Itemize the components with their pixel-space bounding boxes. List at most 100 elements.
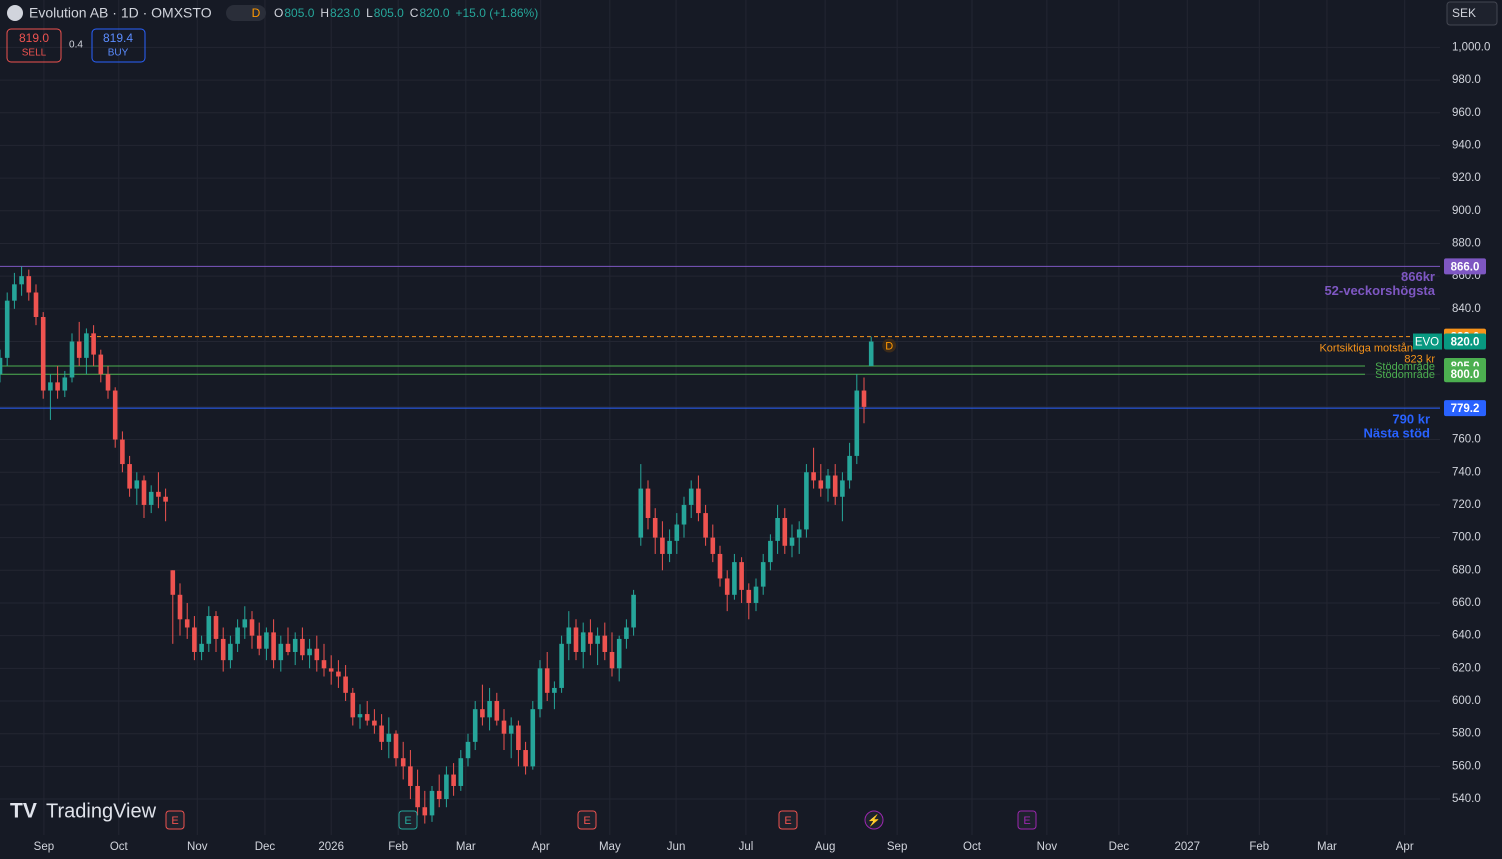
candle-body: [33, 292, 39, 318]
candle-body: [134, 480, 140, 489]
candle-body: [775, 517, 780, 541]
x-tick-label: May: [599, 841, 621, 853]
candle-body: [40, 317, 46, 391]
legend-key: H: [320, 6, 329, 20]
candle-body: [552, 687, 557, 693]
candle-body: [840, 480, 845, 497]
candle-body: [120, 439, 125, 465]
candle-body: [256, 635, 262, 649]
candle-body: [825, 475, 831, 489]
candle-body: [818, 480, 824, 489]
candle-body: [717, 553, 723, 579]
legend-value: 805.0: [374, 6, 404, 20]
price-tag-label: 820.0: [1451, 337, 1480, 349]
candle-body: [429, 790, 435, 816]
candle-body: [465, 741, 471, 759]
candle-body: [350, 692, 356, 718]
event-marker: [864, 810, 884, 830]
candle-body: [595, 635, 600, 644]
candle-body: [213, 616, 219, 639]
y-tick-label: 600.0: [1452, 695, 1481, 707]
candle-body: [703, 513, 708, 538]
x-tick-label: Sep: [887, 841, 907, 853]
event-label: E: [404, 815, 411, 827]
candle-body: [768, 540, 773, 563]
candle-body: [537, 668, 543, 710]
price-tag: [1444, 258, 1486, 275]
y-tick-label: 740.0: [1452, 466, 1481, 478]
candle-body: [249, 619, 255, 636]
symbol-tag: [1413, 333, 1442, 350]
x-tick-label: Mar: [1317, 841, 1337, 853]
y-tick-label: 560.0: [1452, 760, 1481, 772]
candle-body: [372, 720, 377, 726]
candle-body: [264, 632, 269, 649]
event-marker: [577, 810, 597, 830]
candle-body: [0, 357, 3, 375]
candle-body: [292, 638, 298, 652]
candle-body: [415, 785, 420, 808]
candle-body: [559, 643, 564, 688]
symbol-title: Evolution AB · 1D · OMXSTO: [29, 5, 212, 21]
legend-key: L: [366, 6, 373, 20]
candle-body: [91, 333, 96, 355]
y-tick-label: 700.0: [1452, 532, 1481, 544]
candle-body: [105, 374, 111, 391]
tv-logo: TV: [10, 800, 37, 823]
currency: SEK: [1452, 6, 1476, 20]
candle-body: [451, 774, 456, 786]
buy-price: 819.4: [103, 31, 133, 45]
y-tick-label: 620.0: [1452, 662, 1481, 674]
candle-body: [220, 638, 226, 661]
candle-body: [364, 714, 370, 721]
candle-body: [660, 537, 665, 554]
candle-body: [674, 524, 680, 541]
currency-select[interactable]: [1446, 1, 1498, 26]
candle-body: [156, 491, 161, 497]
candle-body: [112, 390, 118, 440]
candle-body: [832, 475, 838, 497]
candle-body: [328, 668, 334, 672]
event-label: E: [171, 815, 178, 827]
candle-body: [516, 725, 521, 751]
candle-body: [285, 643, 291, 652]
candle-body: [847, 455, 852, 481]
candle-body: [739, 562, 744, 590]
legend-value: 823.0: [330, 6, 360, 20]
candle-body: [408, 766, 413, 786]
candle-body: [148, 491, 154, 505]
x-tick-label: Apr: [1396, 841, 1414, 853]
candle-body: [84, 333, 89, 358]
y-tick-label: 1,000.0: [1452, 41, 1490, 53]
candle-body: [458, 758, 464, 786]
sell-label: SELL: [22, 48, 47, 59]
candle-body: [242, 619, 248, 628]
event-label: ⚡: [867, 814, 881, 827]
candle-body: [271, 632, 276, 661]
level-note: Nästa stöd: [1364, 426, 1431, 441]
x-tick-label: Oct: [110, 841, 129, 853]
y-tick-label: 680.0: [1452, 564, 1481, 576]
candle-body: [199, 643, 204, 652]
candle-body: [170, 570, 176, 595]
y-tick-label: 580.0: [1452, 728, 1481, 740]
candle-body: [746, 589, 752, 603]
candle-body: [19, 276, 24, 285]
candle-body: [573, 627, 579, 652]
y-tick-label: 540.0: [1452, 793, 1481, 805]
price-tag-label: 800.0: [1451, 369, 1480, 381]
candle-body: [98, 354, 104, 375]
candle-body: [588, 632, 593, 644]
x-tick-label: Dec: [255, 841, 276, 853]
candle-body: [69, 341, 75, 378]
sell-button[interactable]: [6, 28, 62, 63]
candle-body: [235, 627, 240, 644]
buy-button[interactable]: [91, 28, 146, 63]
legend-key: C: [410, 6, 419, 20]
event-marker: [398, 810, 418, 830]
price-tag-label: 866.0: [1451, 261, 1480, 273]
candle-body: [667, 540, 672, 554]
candle-body: [300, 638, 305, 656]
candle-body: [12, 284, 17, 301]
